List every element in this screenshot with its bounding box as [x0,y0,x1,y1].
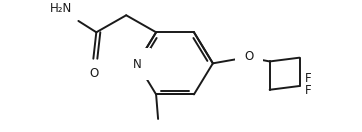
Text: O: O [90,67,99,80]
Text: F: F [304,72,311,85]
Text: O: O [244,50,253,63]
Text: N: N [133,58,142,71]
Text: H₂N: H₂N [50,2,72,15]
Text: F: F [304,84,311,97]
